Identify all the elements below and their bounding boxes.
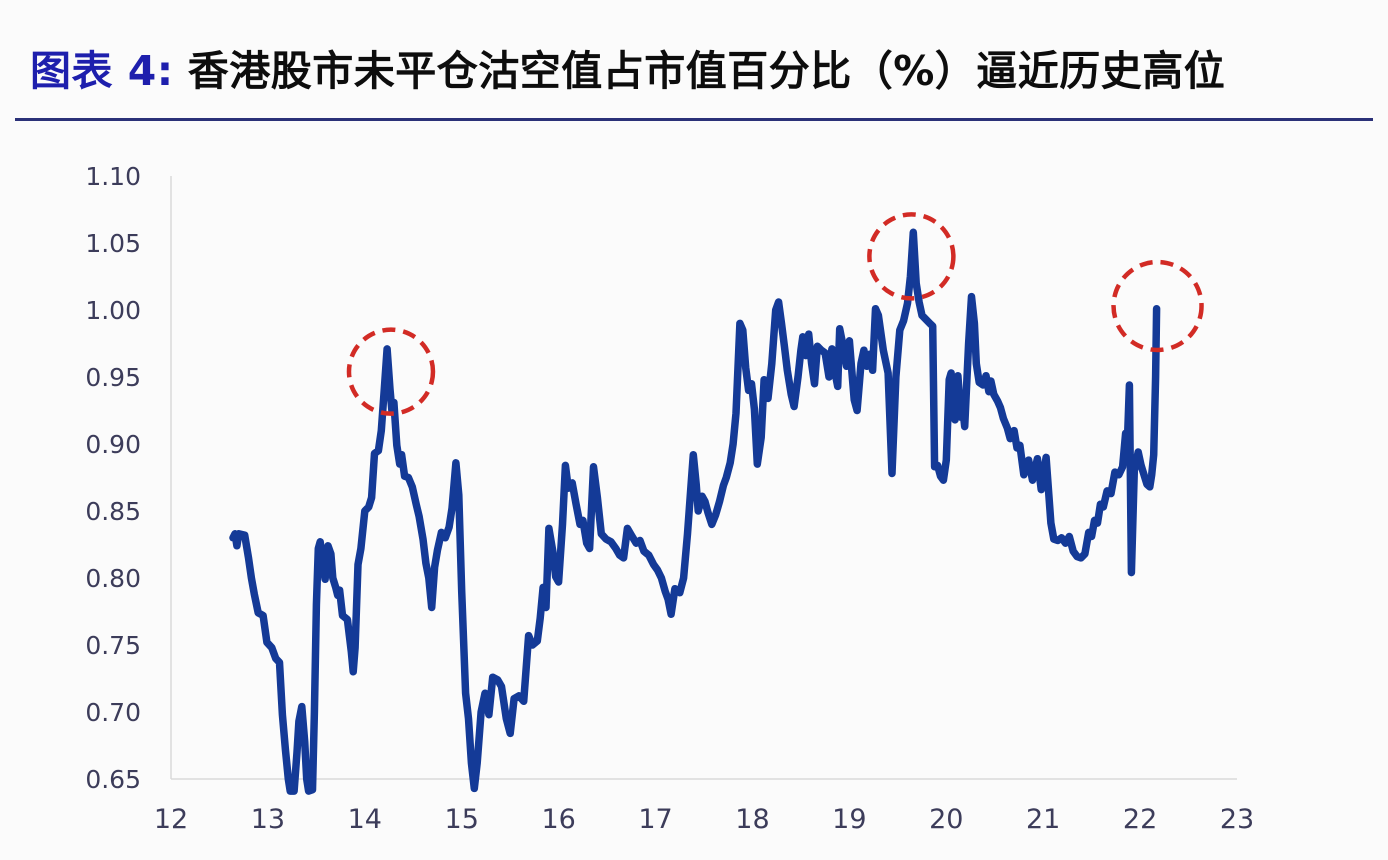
y-axis-label: 0.75: [85, 631, 141, 660]
figure-title-text: 香港股市未平仓沽空值占市值百分比（%）逼近历史高位: [187, 47, 1226, 96]
x-axis-label: 21: [1026, 804, 1060, 835]
x-axis-label: 17: [638, 804, 672, 835]
x-axis-label: 15: [445, 804, 479, 835]
highlight-circle: [346, 327, 436, 416]
title-divider: [15, 118, 1373, 121]
highlight-circle: [1111, 259, 1204, 353]
series-line: [229, 228, 1161, 795]
x-axis-label: 13: [251, 804, 285, 835]
line-chart: 0.65 0.70 0.75 0.80 0.85 0.90 0.95 1.00 1.05 1.10…: [85, 162, 1254, 835]
y-axis-label: 0.95: [85, 363, 141, 392]
x-axis-label: 19: [832, 804, 866, 835]
x-axis-label: 22: [1123, 804, 1157, 835]
y-axis-label: 0.65: [85, 765, 141, 794]
x-axis-label: 18: [735, 804, 769, 835]
y-axis-label: 0.80: [85, 564, 141, 593]
figure-title-prefix: 图表 4:: [30, 47, 174, 96]
chart-area: 0.65 0.70 0.75 0.80 0.85 0.90 0.95 1.00 1.05 1.10…: [0, 130, 1388, 860]
x-axis-label: 16: [541, 804, 575, 835]
x-axis-label: 20: [929, 804, 963, 835]
x-axis-label: 23: [1220, 804, 1254, 835]
y-axis-label: 0.90: [85, 430, 141, 459]
y-axis-label: 1.05: [85, 229, 141, 258]
y-axis-label: 0.70: [85, 698, 141, 727]
x-axis-label: 12: [154, 804, 188, 835]
y-axis-label: 0.85: [85, 497, 141, 526]
y-axis-label: 1.00: [85, 296, 141, 325]
highlight-circle: [867, 212, 956, 301]
figure-title: 图表 4: 香港股市未平仓沽空值占市值百分比（%）逼近历史高位: [30, 37, 1225, 97]
x-axis-label: 14: [348, 804, 382, 835]
y-axis-label: 1.10: [85, 162, 141, 191]
